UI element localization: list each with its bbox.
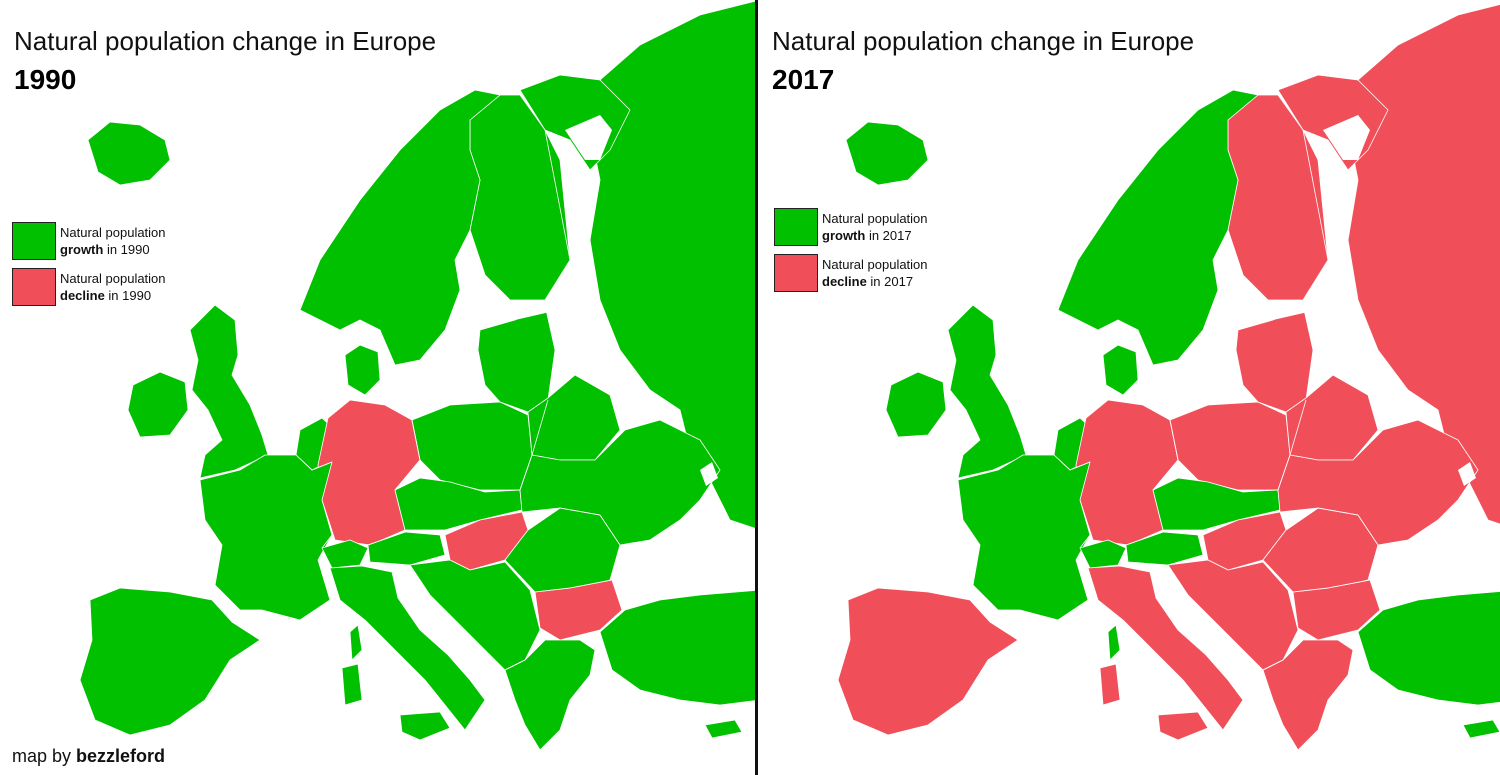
europe-map-1990 [79,0,756,751]
country-border [1292,579,1371,593]
legend-label-growth: Natural population growth in 2017 [822,211,928,243]
sea-area [1248,300,1308,320]
map-panel-2017: Natural population change in Europe 2017… [758,0,1500,775]
region-switzerland [321,539,369,569]
region-turkey [599,589,756,706]
country-border [367,531,406,546]
country-border [321,534,333,549]
country-border [1302,129,1329,261]
country-border [1152,419,1179,491]
country-border [1053,454,1091,471]
sea-area [420,230,500,395]
region-iberia [79,587,261,736]
region-baltics [477,304,556,413]
region-iberia [837,587,1019,736]
region-iceland [87,121,171,186]
region-sicily [399,711,451,741]
europe-map-2017 [837,4,1500,751]
region-france [957,454,1091,621]
region-sicily [1157,711,1209,741]
sea-area [490,300,550,320]
region-switzerland [1079,539,1127,569]
legend-swatch-decline [12,268,56,306]
country-border [1125,531,1164,546]
map-title: Natural population change in Europe [772,26,1195,56]
map-panel-1990: Natural population change in Europe 1990… [12,0,756,766]
country-border [1079,534,1091,549]
country-border [295,454,333,471]
sea-area [700,462,718,486]
region-france [199,454,333,621]
region-denmark [1102,344,1139,396]
country-border [519,399,549,491]
region-russia [589,0,756,530]
region-italy [329,565,486,731]
map-credit: map by bezzleford [12,746,166,766]
country-border [544,129,571,261]
region-yugoslavia [1167,559,1299,671]
legend-swatch-growth [12,222,56,260]
region-sardinia [341,663,363,706]
region-sardinia [1099,663,1121,706]
legend-label-decline: Natural population decline in 2017 [822,257,928,289]
sea-area [565,115,612,160]
region-cyprus [704,719,743,739]
region-ireland [885,371,947,438]
sea-area [1323,115,1370,160]
country-border [1285,507,1359,531]
region-baltics [1235,304,1314,413]
country-border [1227,229,1244,276]
sea-area [1458,462,1476,486]
sea-area [622,505,756,610]
region-russia [1347,4,1500,525]
legend-label-growth: Natural population growth in 1990 [60,225,166,257]
panel-divider [755,0,758,775]
region-scandinavia [299,89,501,366]
region-cyprus [1462,719,1500,739]
map-year: 2017 [772,64,835,95]
region-corsica [1107,624,1121,661]
region-poland [411,401,533,491]
sea-area [1380,505,1500,610]
country-border [1262,639,1304,671]
country-border [327,399,351,419]
country-border [504,639,546,671]
country-border [1085,399,1109,419]
country-border [394,419,421,491]
region-denmark [344,344,381,396]
region-poland [1169,401,1291,491]
map-year: 1990 [14,64,77,95]
country-border [534,579,613,593]
legend-swatch-growth [774,208,818,246]
region-ireland [127,371,189,438]
country-border [527,507,601,531]
map-title: Natural population change in Europe [14,26,437,56]
region-britain [947,304,1027,479]
region-italy [1087,565,1244,731]
legend-swatch-decline [774,254,818,292]
region-iceland [845,121,929,186]
legend-label-decline: Natural population decline in 1990 [60,271,166,303]
region-britain [189,304,269,479]
region-yugoslavia [409,559,541,671]
sea-area [1178,230,1258,395]
country-border [469,229,486,276]
region-scandinavia [1057,89,1259,366]
country-border [1277,399,1307,491]
region-corsica [349,624,363,661]
